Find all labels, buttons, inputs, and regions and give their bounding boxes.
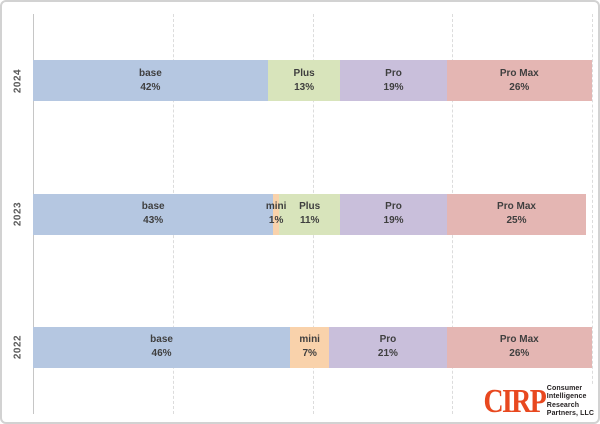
segment-label-plus-2024: Plus 13% [294,67,315,95]
category-label-2022: 2022 [12,335,24,360]
segment-mini-2023: mini 1% [266,193,286,235]
segment-value: 42% [140,81,161,93]
segment-name: Plus [293,67,315,79]
segment-value: 1% [268,215,284,226]
segment-label-plus-2023: Plus 11% [299,200,320,228]
segment-name: base [141,201,165,212]
segment-label-base-2023: base 43% [142,200,165,228]
segment-pro-max-2024: Pro Max 26% [446,60,592,102]
segment-name: base [138,67,162,79]
segment-value: 19% [383,81,404,93]
segment-name: mini [265,201,287,212]
segment-value: 26% [509,81,530,93]
cirp-logo-wordmark: CIRP [483,382,546,420]
segment-name: Pro [379,334,397,346]
cirp-logo: CIRP Consumer Intelligence Research Partner… [466,382,594,420]
segment-name: Plus [299,201,321,212]
segment-label-base-2024: base 42% [139,67,162,95]
segment-label-mini-2022: mini 7% [299,333,320,361]
segment-value: 43% [143,215,164,226]
segment-name: Pro Max [499,334,539,346]
segment-label-mini-2023: mini 1% [266,200,287,228]
segment-mini-2022: mini 7% [290,326,330,368]
segment-pro-max-2023: Pro Max 25% [446,193,587,235]
segment-name: Pro [385,201,402,212]
segment-value: 46% [151,348,172,360]
segment-value: 26% [509,348,530,360]
gridline-100 [592,14,593,414]
bar-2022: base 46% mini 7% Pro 21% Pro Max 26% [33,326,592,368]
segment-value: 21% [377,348,398,360]
segment-value: 19% [383,215,404,226]
segment-label-pro-max-2022: Pro Max 26% [500,333,539,361]
segment-label-pro-2022: Pro 21% [378,333,398,361]
cirp-logo-company-name: Consumer Intelligence Research Partners, LL… [547,385,594,419]
logo-company-line: Partners, LLC [546,410,594,418]
category-label-2024: 2024 [12,68,24,93]
logo-company-line: Research [546,401,580,409]
segment-label-pro-max-2023: Pro Max 25% [497,200,536,228]
segment-name: Pro [385,67,402,79]
segment-pro-2022: Pro 21% [329,326,447,368]
segment-pro-2023: Pro 19% [340,193,447,235]
segment-plus-2024: Plus 13% [267,60,341,102]
segment-name: Pro Max [497,201,536,212]
segment-name: mini [299,334,320,346]
segment-base-2023: base 43% [33,193,274,235]
segment-name: base [150,334,173,346]
segment-name: Pro Max [499,67,539,79]
segment-label-pro-max-2024: Pro Max 26% [500,67,539,95]
bar-2024: base 42% Plus 13% Pro 19% Pro Max 26% [33,60,592,102]
logo-company-line: Consumer [546,384,583,392]
segment-base-2022: base 46% [33,326,291,368]
segment-value: 7% [302,348,317,360]
segment-pro-2024: Pro 19% [340,60,447,102]
segment-pro-max-2022: Pro Max 26% [446,326,592,368]
segment-base-2024: base 42% [33,60,268,102]
segment-label-base-2022: base 46% [150,333,173,361]
segment-label-pro-2024: Pro 19% [384,67,404,95]
logo-company-line: Intelligence [546,393,587,401]
segment-label-pro-2023: Pro 19% [384,200,404,228]
segment-value: 11% [299,215,320,226]
segment-plus-2023: Plus 11% [278,193,341,235]
segment-value: 13% [294,81,315,93]
category-label-2023: 2023 [12,201,24,227]
segment-value: 25% [506,215,527,226]
bar-2023: base 43% mini 1% Plus 11% Pro 19% Pro Max 25% [33,193,592,235]
